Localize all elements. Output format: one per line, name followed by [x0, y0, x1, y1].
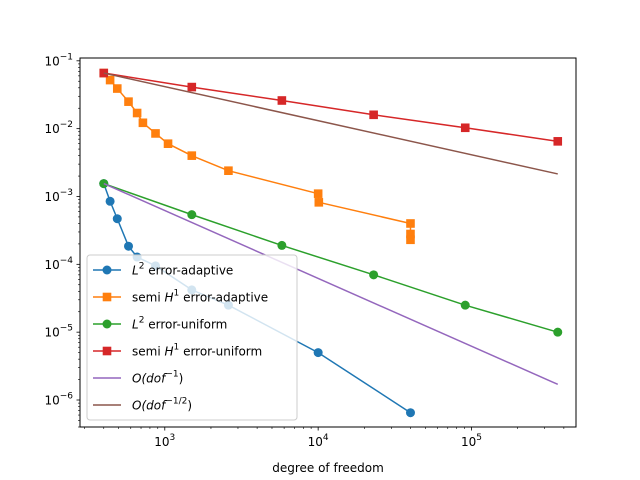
- data-point: [313, 348, 323, 358]
- data-point: [99, 179, 109, 189]
- data-point: [112, 84, 122, 93]
- legend-entry: O(dof−1/2): [93, 397, 192, 413]
- data-point: [105, 196, 115, 206]
- data-point: [553, 327, 563, 337]
- data-point: [369, 110, 378, 120]
- series-5: [103, 72, 558, 175]
- legend-label: L2 error-uniform: [132, 316, 227, 332]
- legend-label: semi H1 error-adaptive: [132, 289, 268, 305]
- series-line: [103, 72, 558, 175]
- legend-entry: semi H1 error-uniform: [93, 343, 262, 359]
- data-point: [460, 300, 470, 310]
- legend-label: L2 error-adaptive: [132, 262, 233, 278]
- y-tick-label: 10−2: [44, 120, 73, 136]
- y-tick-label: 10−4: [44, 256, 73, 272]
- series-2: [99, 179, 563, 337]
- data-point: [406, 235, 415, 245]
- series-line: [103, 182, 558, 333]
- series-4: [103, 182, 559, 386]
- series-1: [99, 68, 415, 245]
- series-3: [99, 68, 563, 146]
- data-point: [277, 96, 287, 105]
- data-point: [105, 75, 115, 85]
- data-point: [112, 214, 122, 224]
- legend-label: O(dof−1): [132, 370, 183, 386]
- x-tick-label: 103: [154, 433, 175, 449]
- series-line: [103, 72, 558, 143]
- data-point: [124, 97, 133, 106]
- legend-entry: O(dof−1): [93, 370, 183, 386]
- plot-frame: [79, 57, 577, 428]
- x-axis-label: degree of freedom: [272, 461, 384, 475]
- y-tick-label: 10−5: [44, 324, 73, 340]
- x-tick-label: 105: [461, 433, 482, 449]
- legend-entry: semi H1 error-adaptive: [93, 289, 268, 305]
- y-tick-label: 10−3: [44, 188, 73, 204]
- legend-marker: [102, 265, 112, 275]
- data-point: [553, 137, 563, 146]
- data-point: [187, 210, 197, 220]
- legend-marker: [102, 346, 112, 356]
- data-point: [99, 68, 109, 78]
- legend-marker: [102, 292, 112, 302]
- data-point: [406, 229, 415, 239]
- data-point: [369, 270, 379, 280]
- data-point: [187, 82, 197, 92]
- data-point: [132, 108, 142, 118]
- data-point: [406, 219, 415, 228]
- data-point: [314, 198, 324, 207]
- y-tick-label: 10−6: [44, 392, 73, 408]
- data-point: [187, 151, 197, 160]
- data-point: [163, 139, 173, 148]
- legend-entry: L2 error-adaptive: [93, 262, 233, 278]
- legend-box: [86, 254, 298, 421]
- y-tick-label: 10−1: [44, 52, 73, 68]
- legend: L2 error-adaptive semi H1 error-adaptive L…: [86, 254, 298, 421]
- series-line: [103, 182, 559, 386]
- legend-label: semi H1 error-uniform: [132, 343, 262, 359]
- data-point: [460, 123, 470, 133]
- legend-entry: L2 error-uniform: [93, 316, 227, 332]
- legend-marker: [102, 319, 112, 329]
- data-point: [224, 166, 233, 175]
- data-point: [124, 241, 134, 251]
- data-point: [405, 408, 415, 418]
- data-point: [277, 240, 287, 250]
- series-line: [103, 72, 412, 240]
- x-tick-label: 104: [308, 433, 329, 449]
- data-point: [151, 129, 160, 138]
- legend-label: O(dof−1/2): [132, 397, 192, 413]
- data-point: [313, 189, 323, 198]
- data-point: [138, 118, 148, 128]
